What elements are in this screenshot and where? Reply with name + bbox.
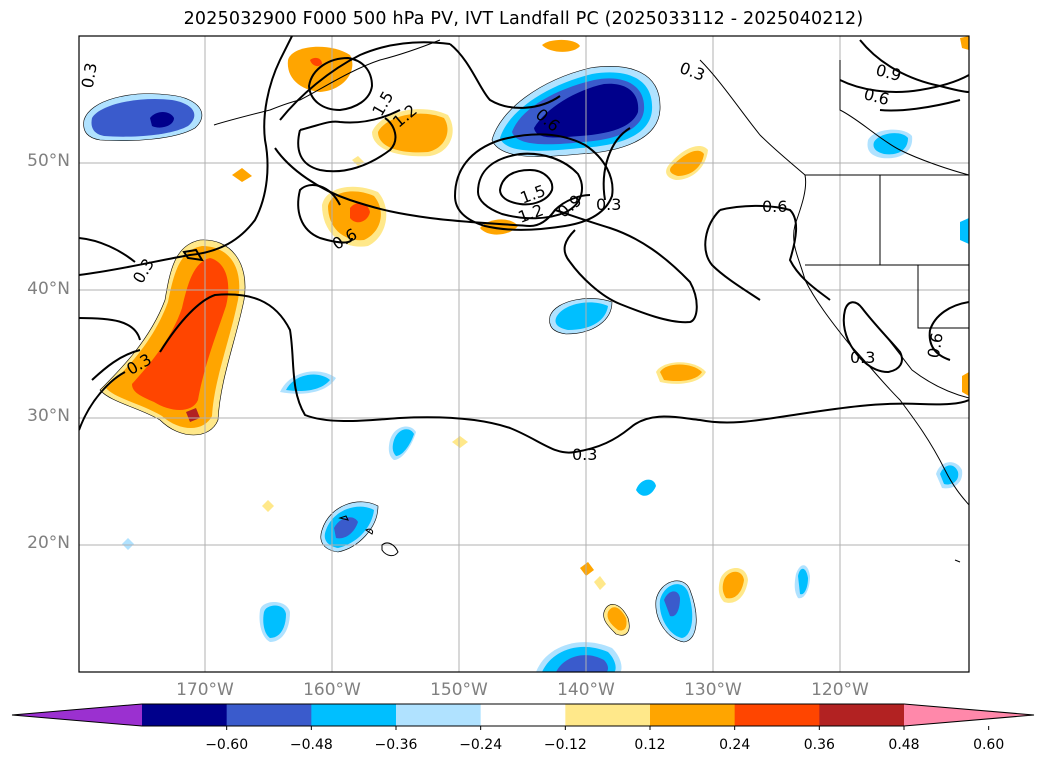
positive-anomaly-area [232, 168, 252, 182]
negative-anomaly-area [555, 302, 608, 330]
lon-label: 120°W [811, 680, 869, 700]
colorbar-outline [11, 703, 1035, 727]
lon-label: 130°W [684, 680, 742, 700]
positive-anomaly-area [132, 258, 229, 410]
colorbar-tick-label: −0.24 [459, 737, 503, 753]
shading-layer [83, 36, 969, 672]
colorbar-segment [734, 704, 820, 726]
colorbar-tick-label: 0.60 [973, 737, 1005, 753]
pv-contours [79, 36, 969, 454]
colorbar-tick-label: 0.36 [803, 737, 835, 753]
lat-label: 30°N [27, 406, 70, 426]
positive-anomaly-area [962, 372, 969, 396]
contour-label: 0.3 [572, 445, 597, 464]
negative-anomaly-area [636, 479, 656, 496]
contour-label: 0.6 [862, 84, 892, 109]
figure-title: 2025032900 F000 500 hPa PV, IVT Landfall… [183, 9, 864, 29]
negative-anomaly-area [286, 374, 330, 391]
lon-label: 140°W [557, 680, 615, 700]
positive-anomaly-area [660, 364, 702, 382]
negative-anomaly-area [664, 591, 680, 617]
lon-label: 160°W [303, 680, 361, 700]
positive-anomaly-area [594, 576, 606, 590]
positive-anomaly-area [287, 46, 353, 92]
colorbar [11, 703, 1035, 730]
positive-anomaly-area [262, 500, 274, 512]
contour-label: 1.5 [518, 181, 548, 208]
positive-anomaly-area [607, 607, 627, 631]
negative-anomaly-area [122, 538, 134, 550]
graticule [79, 36, 969, 672]
lon-label: 150°W [430, 680, 488, 700]
negative-anomaly-area [798, 568, 808, 595]
colorbar-segment [142, 704, 228, 726]
colorbar-segment [396, 704, 482, 726]
positive-anomaly-area [452, 436, 468, 448]
colorbar-tick-label: −0.48 [289, 737, 333, 753]
colorbar-segment [819, 704, 905, 726]
colorbar-segment [480, 704, 566, 726]
negative-anomaly-area [263, 605, 286, 638]
negative-anomaly-area [960, 218, 969, 244]
positive-anomaly-area [352, 156, 364, 166]
colorbar-segment [226, 704, 312, 726]
contour-label: 0.3 [850, 348, 875, 367]
contour-label: 0.3 [596, 195, 621, 214]
colorbar-extend-high [904, 704, 1034, 726]
contour-label: 0.6 [924, 331, 947, 359]
positive-anomaly-area [350, 203, 370, 223]
colorbar-tick-label: 0.12 [634, 737, 666, 753]
contour-label: 0.3 [78, 61, 101, 89]
lat-label: 50°N [27, 151, 70, 171]
contour-label: 0.6 [762, 197, 787, 216]
colorbar-tick-label: −0.60 [205, 737, 249, 753]
lon-label: 170°W [176, 680, 234, 700]
colorbar-segment [650, 704, 736, 726]
positive-anomaly-area [542, 39, 580, 52]
positive-anomaly-area [310, 57, 322, 67]
colorbar-tick-label: −0.12 [543, 737, 587, 753]
colorbar-segment [311, 704, 397, 726]
positive-anomaly-area [960, 36, 969, 50]
negative-anomaly-area [150, 112, 174, 128]
positive-anomaly-area [722, 571, 744, 599]
negative-anomaly-area [334, 517, 358, 539]
contour-label: 0.9 [874, 60, 904, 85]
negative-anomaly-area [91, 98, 195, 137]
colorbar-tick-label: −0.36 [374, 737, 418, 753]
negative-anomaly-area [556, 655, 608, 672]
colorbar-tick-label: 0.48 [888, 737, 920, 753]
negative-anomaly-area [392, 429, 414, 456]
colorbar-segment [565, 704, 651, 726]
positive-anomaly-area [580, 562, 594, 576]
lat-label: 20°N [27, 533, 70, 553]
colorbar-tick-label: 0.24 [719, 737, 751, 753]
lat-label: 40°N [27, 279, 70, 299]
contour-label: 0.3 [677, 58, 707, 85]
map-border [78, 35, 970, 673]
colorbar-extend-low [12, 704, 142, 726]
